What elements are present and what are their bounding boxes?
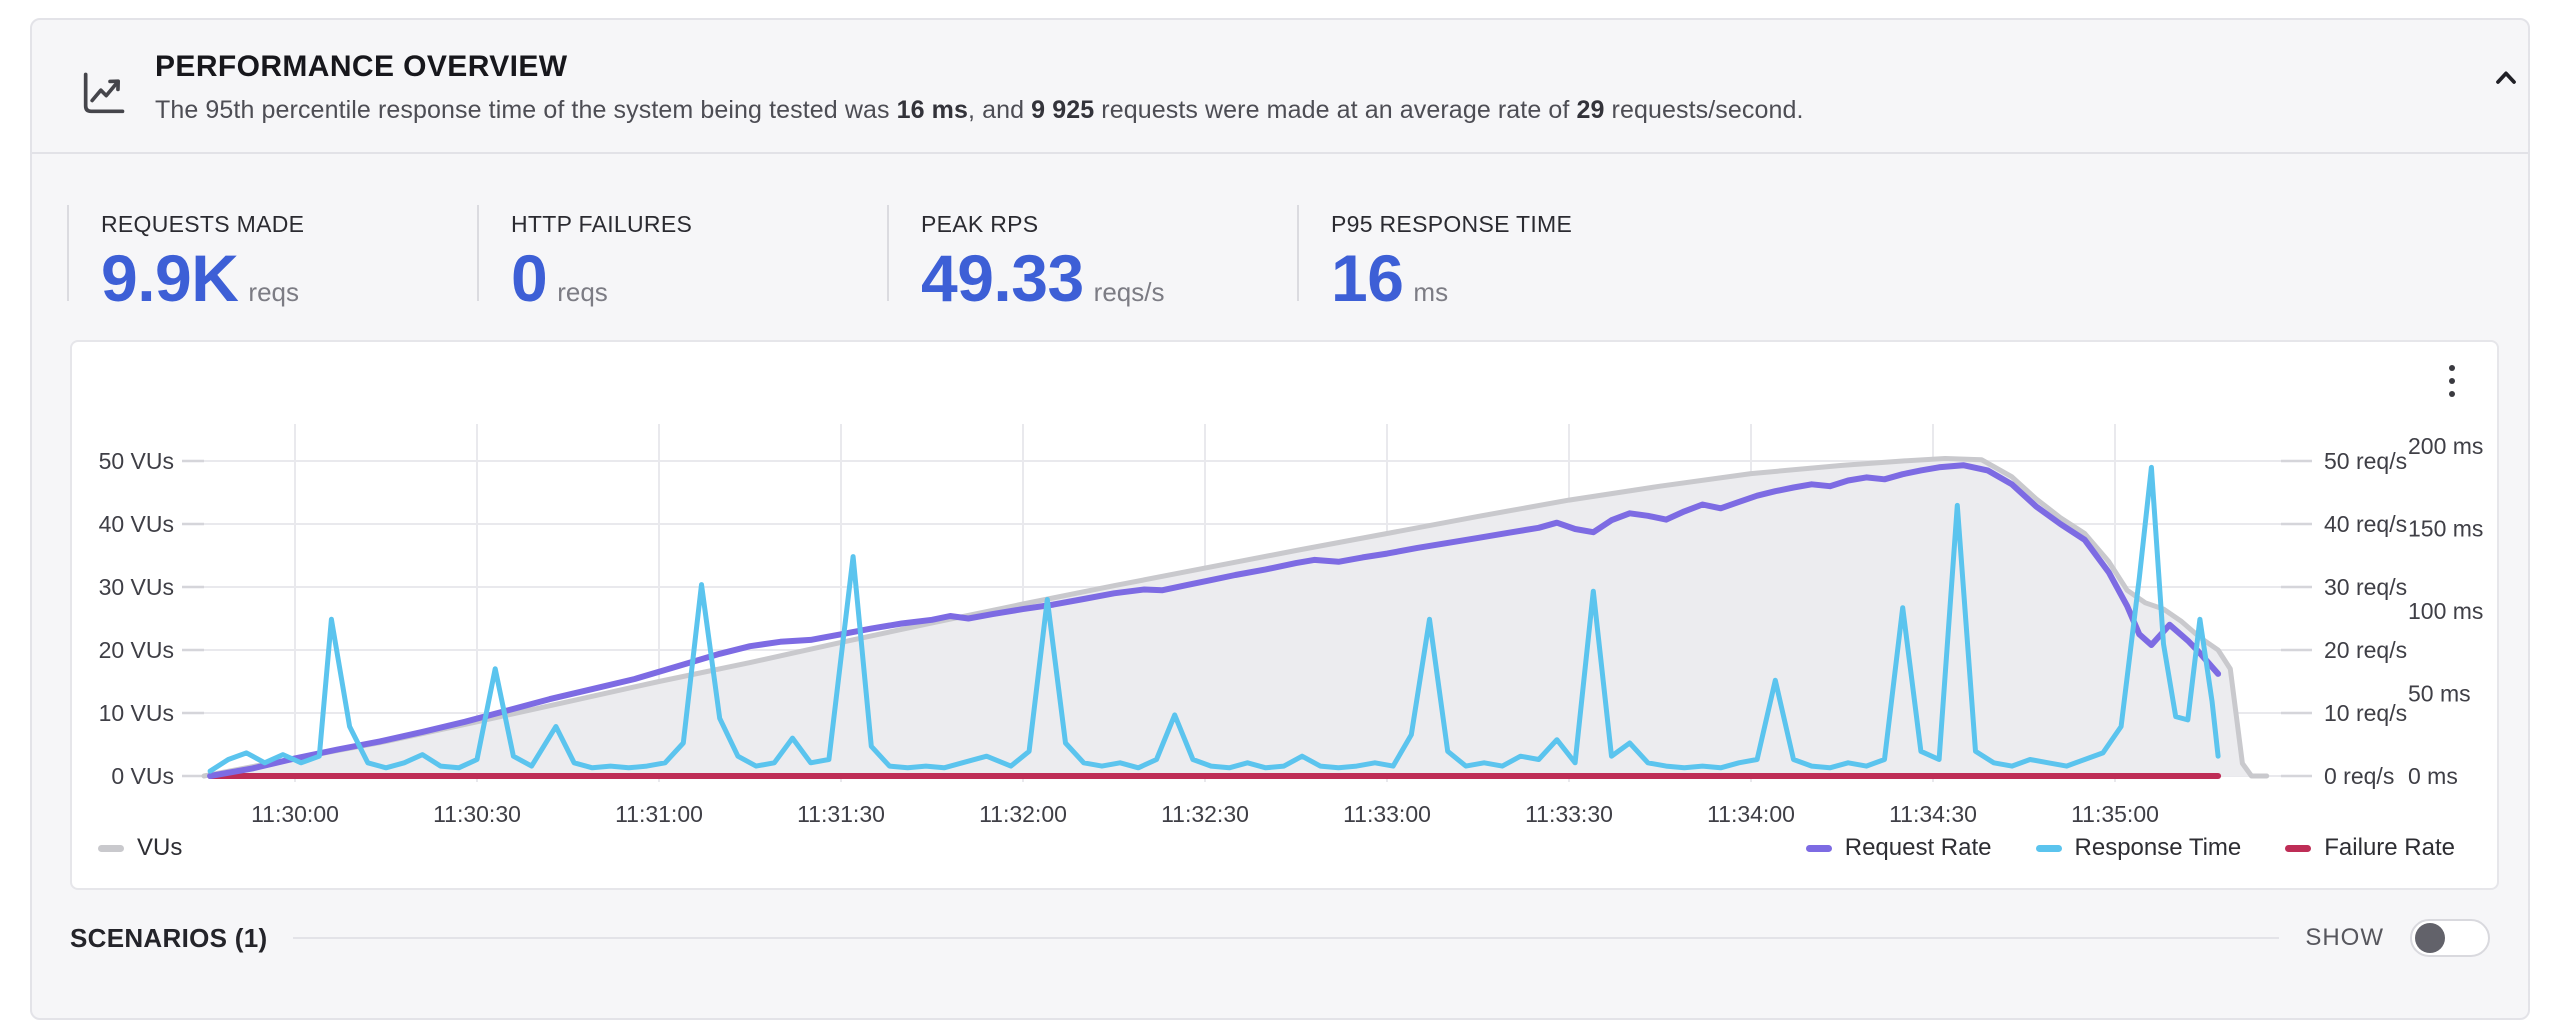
summary-fragment: requests/second. [1604, 96, 1804, 124]
legend-right-group: Request Rate Response Time Failure Rate [1805, 834, 2455, 862]
stat-value: 0 [511, 241, 548, 315]
stat-unit: ms [1413, 277, 1449, 307]
y-axis-ms-label: 150 ms [2408, 516, 2483, 542]
stat-unit: reqs [557, 277, 608, 307]
y-axis-rate-label: 40 req/s [2324, 511, 2407, 537]
kebab-dot [2449, 391, 2455, 397]
legend-marker [1805, 844, 1832, 852]
series-vus-line [201, 456, 2270, 779]
summary-highlight: 9 925 [1031, 96, 1095, 124]
toggle-knob [2415, 923, 2445, 953]
legend-label: VUs [137, 834, 183, 861]
y-axis-ms-label: 100 ms [2408, 598, 2483, 624]
legend-left-group: VUs [98, 834, 182, 862]
y-axis-rate-label: 50 req/s [2324, 448, 2407, 474]
chart-svg: 11:30:00 11:30:30 11:31:00 11:31:30 11:32:00… [99, 424, 2483, 827]
x-axis-tick-label: 11:34:30 [1889, 801, 1977, 827]
stat-label: P95 RESPONSE TIME [1331, 211, 1573, 237]
show-scenarios-toggle[interactable] [2410, 919, 2490, 957]
legend-marker [2285, 844, 2312, 852]
legend-item-request-rate[interactable]: Request Rate [1805, 834, 1992, 862]
stat-http-failures: HTTP FAILURES 0 reqs [477, 205, 887, 315]
x-axis-tick-label: 11:33:30 [1525, 801, 1613, 827]
stat-p95-response-time: P95 RESPONSE TIME 16 ms [1297, 205, 1707, 315]
stat-value: 16 [1331, 241, 1404, 315]
y-axis-left-label: 30 VUs [99, 574, 174, 600]
legend-label: Response Time [2074, 834, 2242, 861]
legend-item-response-time[interactable]: Response Time [2035, 834, 2242, 862]
summary-text: The 95th percentile response time of the… [155, 96, 2472, 125]
stats-row: REQUESTS MADE 9.9K reqs HTTP FAILURES 0 reqs P… [67, 205, 1707, 315]
y-axis-ms-label: 200 ms [2408, 433, 2483, 459]
x-axis-tick-label: 11:31:00 [615, 801, 703, 827]
summary-fragment: requests were made at an average rate of [1094, 96, 1577, 124]
x-axis-tick-label: 11:30:00 [251, 801, 339, 827]
chart-line-icon [83, 72, 125, 114]
stat-value: 9.9K [101, 241, 239, 315]
chart-menu-button[interactable] [2439, 358, 2465, 404]
card-header: PERFORMANCE OVERVIEW The 95th percentile… [77, 50, 2472, 125]
legend-item-vus[interactable]: VUs [98, 834, 182, 862]
stat-label: REQUESTS MADE [101, 211, 305, 237]
stat-peak-rps: PEAK RPS 49.33 reqs/s [887, 205, 1297, 315]
collapse-panel-button[interactable] [2484, 56, 2528, 100]
summary-highlight: 16 ms [896, 96, 969, 124]
x-axis-tick-label: 11:32:00 [979, 801, 1067, 827]
show-toggle-label: SHOW [2305, 924, 2384, 951]
legend-item-failure-rate[interactable]: Failure Rate [2285, 834, 2455, 862]
legend-marker [98, 844, 124, 852]
chevron-up-icon [2496, 71, 2516, 84]
kebab-dot [2449, 378, 2455, 384]
stat-label: HTTP FAILURES [511, 211, 693, 237]
chart-plot-area[interactable]: 11:30:00 11:30:30 11:31:00 11:31:30 11:32:00… [72, 342, 2497, 888]
series-request-rate-line [207, 462, 2222, 779]
y-axis-left-label: 10 VUs [99, 700, 174, 726]
chart-panel: 11:30:00 11:30:30 11:31:00 11:31:30 11:32:00… [70, 340, 2499, 890]
y-axis-left-label: 0 VUs [111, 763, 174, 789]
legend-marker [2035, 844, 2062, 852]
stat-requests-made: REQUESTS MADE 9.9K reqs [67, 205, 477, 315]
x-axis-tick-label: 11:30:30 [433, 801, 521, 827]
x-axis-tick-label: 11:32:30 [1161, 801, 1249, 827]
series-response-time-line [207, 464, 2221, 774]
scenarios-row: SCENARIOS (1) SHOW [70, 916, 2490, 960]
x-axis-tick-label: 11:34:00 [1707, 801, 1795, 827]
summary-highlight: 29 [1576, 96, 1605, 124]
stat-unit: reqs/s [1093, 277, 1165, 307]
y-axis-rate-label: 10 req/s [2324, 700, 2407, 726]
y-axis-rate-label: 30 req/s [2324, 574, 2407, 600]
header-divider [32, 152, 2528, 154]
stat-unit: reqs [248, 277, 299, 307]
y-axis-left-label: 50 VUs [99, 448, 174, 474]
y-axis-left-label: 20 VUs [99, 637, 174, 663]
scenarios-label: SCENARIOS (1) [70, 922, 268, 953]
y-axis-ms-label: 50 ms [2408, 681, 2471, 707]
summary-fragment: The 95th percentile response time of the… [155, 96, 897, 124]
performance-overview-card: PERFORMANCE OVERVIEW The 95th percentile… [30, 18, 2530, 1020]
x-axis-tick-label: 11:31:30 [797, 801, 885, 827]
legend-label: Request Rate [1844, 834, 1992, 861]
legend-label: Failure Rate [2324, 834, 2455, 861]
stat-value: 49.33 [921, 241, 1084, 315]
y-axis-rate-label: 20 req/s [2324, 637, 2407, 663]
scenarios-divider [293, 937, 2280, 939]
x-axis-tick-label: 11:35:00 [2071, 801, 2159, 827]
y-axis-ms-label: 0 ms [2408, 763, 2458, 789]
page-title: PERFORMANCE OVERVIEW [155, 50, 568, 83]
stat-label: PEAK RPS [921, 211, 1039, 237]
y-axis-rate-label: 0 req/s [2324, 763, 2394, 789]
series-vus-area [204, 458, 2267, 776]
chart-legend: VUs Request Rate Response Time Failure Rat… [98, 834, 2455, 862]
summary-fragment: , and [968, 96, 1032, 124]
y-axis-left-label: 40 VUs [99, 511, 174, 537]
kebab-dot [2449, 365, 2455, 371]
x-axis-tick-label: 11:33:00 [1343, 801, 1431, 827]
